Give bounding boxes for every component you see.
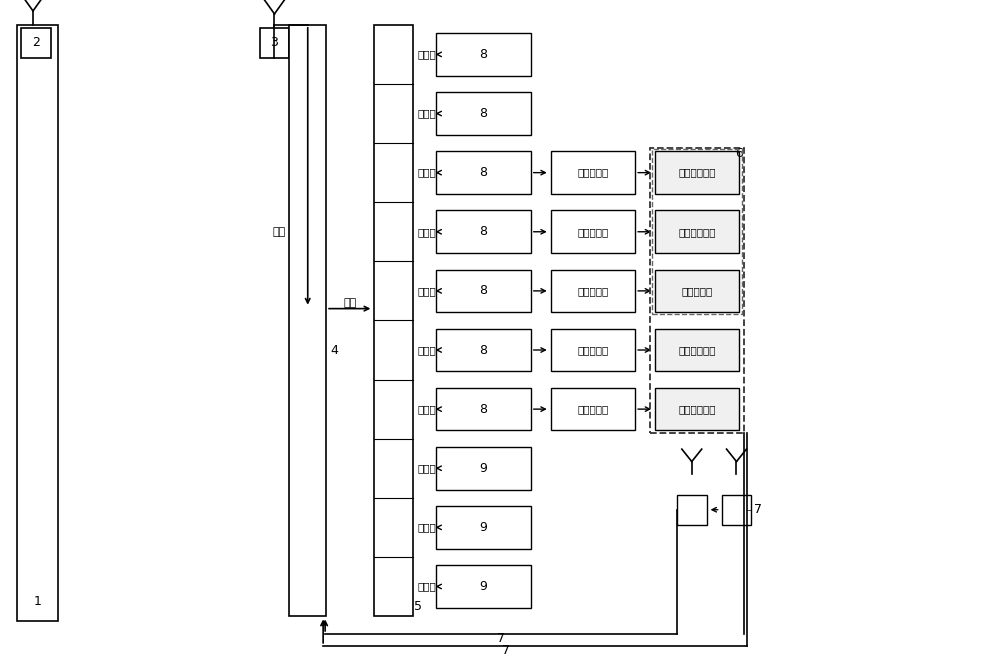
Bar (21, 28, 51, 58)
Text: 8: 8 (480, 284, 488, 297)
Text: 串口: 串口 (343, 297, 357, 308)
Text: 开关量: 开关量 (417, 463, 436, 473)
Bar (436, 329, 531, 371)
Bar (652, 149, 742, 314)
Text: 9: 9 (480, 521, 488, 534)
Bar (655, 329, 739, 371)
Text: 模拟量: 模拟量 (417, 49, 436, 59)
Text: 7: 7 (754, 503, 762, 517)
Text: 8: 8 (480, 166, 488, 179)
Text: 大臂俯仰轴: 大臂俯仰轴 (577, 227, 609, 237)
Text: 5: 5 (414, 599, 422, 613)
Text: 串口: 串口 (273, 227, 286, 237)
Bar (436, 506, 531, 549)
Bar (436, 33, 531, 76)
Text: 8: 8 (480, 225, 488, 238)
Bar (655, 151, 739, 194)
Bar (436, 447, 531, 490)
Text: 8: 8 (480, 343, 488, 357)
Text: 绝对值编码器: 绝对值编码器 (678, 345, 716, 355)
Text: 大臂回转轴: 大臂回转轴 (577, 168, 609, 178)
Text: 2: 2 (32, 36, 40, 49)
Bar (551, 211, 635, 253)
Text: 3: 3 (271, 36, 278, 49)
Text: 模拟量: 模拟量 (417, 109, 436, 118)
Bar (551, 151, 635, 194)
Bar (436, 388, 531, 430)
Text: 开关量: 开关量 (417, 582, 436, 592)
Text: 模拟量: 模拟量 (417, 345, 436, 355)
Bar (551, 329, 635, 371)
Text: 绝对值编码器: 绝对值编码器 (678, 168, 716, 178)
Text: 8: 8 (480, 403, 488, 416)
Text: 7: 7 (497, 632, 505, 645)
Text: 4: 4 (330, 343, 338, 357)
Bar (722, 495, 751, 524)
Text: 绝对值编码器: 绝对值编码器 (678, 227, 716, 237)
Bar (551, 388, 635, 430)
Bar (436, 270, 531, 312)
Text: 7: 7 (502, 644, 510, 657)
Text: 绝对值编码器: 绝对值编码器 (678, 404, 716, 414)
Bar (655, 211, 739, 253)
Text: 模拟量: 模拟量 (417, 227, 436, 237)
Text: 9: 9 (480, 580, 488, 593)
Text: 9: 9 (480, 462, 488, 475)
Text: 1: 1 (34, 595, 41, 607)
Text: 模拟量: 模拟量 (417, 168, 436, 178)
Bar (260, 28, 289, 58)
Text: 拉线编码器: 拉线编码器 (682, 286, 713, 296)
Bar (551, 270, 635, 312)
Text: 8: 8 (480, 48, 488, 61)
Text: 工具俯仰轴: 工具俯仰轴 (577, 404, 609, 414)
Bar (436, 211, 531, 253)
Bar (655, 270, 739, 312)
Text: 8: 8 (480, 107, 488, 120)
Text: 平台回转轴: 平台回转轴 (577, 345, 609, 355)
Text: 小臂伸缩轴: 小臂伸缩轴 (577, 286, 609, 296)
Text: 模拟量: 模拟量 (417, 286, 436, 296)
Bar (289, 25, 326, 616)
Bar (677, 495, 707, 524)
Bar (436, 151, 531, 194)
Text: 6: 6 (736, 147, 743, 160)
Text: 开关量: 开关量 (417, 522, 436, 532)
Bar (17, 25, 58, 621)
Bar (650, 149, 744, 434)
Bar (436, 92, 531, 135)
Bar (655, 388, 739, 430)
Bar (374, 25, 413, 616)
Bar (436, 565, 531, 608)
Text: 模拟量: 模拟量 (417, 404, 436, 414)
